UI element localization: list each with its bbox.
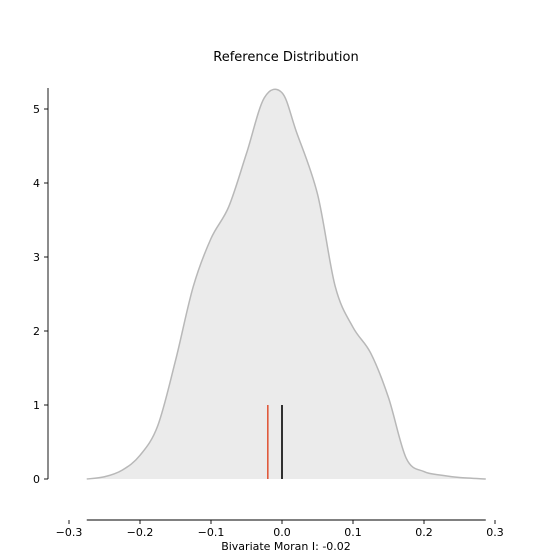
y-tick-label: 3 [33,251,40,264]
x-axis-label: Bivariate Moran I: -0.02 [221,540,351,553]
chart-title: Reference Distribution [213,50,358,65]
plot-area: 0 1 2 3 4 5 −0.3 −0.2 −0.1 0.0 0.1 0.2 0.3 [33,88,504,539]
y-tick-label: 0 [33,473,40,486]
x-tick-label: 0.0 [273,526,291,539]
density-curve [86,88,486,480]
x-tick-label: 0.1 [344,526,362,539]
density-fill [86,89,486,479]
y-tick-label: 5 [33,103,40,116]
x-tick-label: 0.3 [486,526,504,539]
x-tick-label: −0.3 [56,526,83,539]
x-tick-label: 0.2 [415,526,433,539]
x-tick-label: −0.1 [198,526,225,539]
y-tick-label: 2 [33,325,40,338]
y-tick-label: 4 [33,177,40,190]
y-tick-label: 1 [33,399,40,412]
x-tick-label: −0.2 [127,526,154,539]
